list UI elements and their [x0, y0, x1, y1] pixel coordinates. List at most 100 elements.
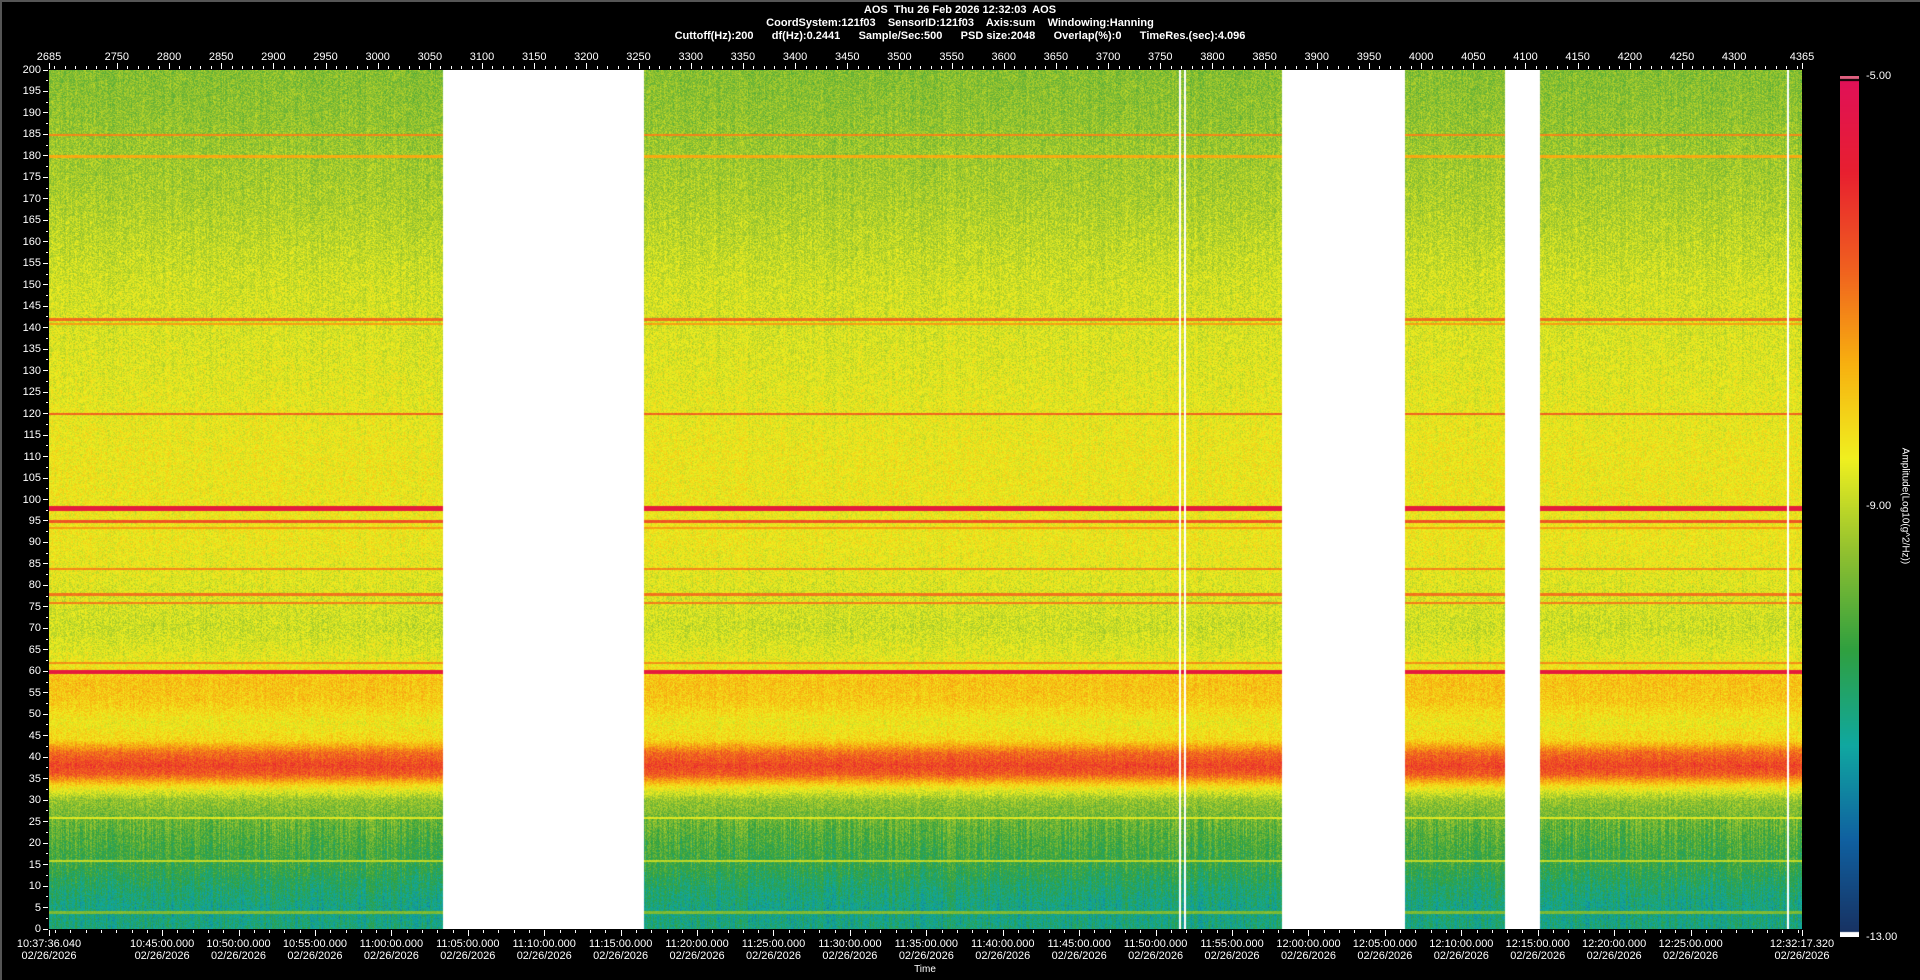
y-tick-label: 20: [28, 837, 41, 850]
top-minor-tick: [1337, 66, 1339, 69]
time-tick-label: 12:00:00.000: [1276, 938, 1341, 950]
y-minor-tick: [46, 423, 48, 425]
spectrogram-heatmap[interactable]: [49, 70, 1802, 929]
top-minor-tick: [868, 66, 870, 69]
y-tick: [43, 821, 48, 823]
top-minor-tick: [1410, 66, 1412, 69]
top-minor-tick: [1097, 66, 1099, 69]
time-tick: [1690, 930, 1692, 936]
y-minor-tick: [46, 874, 48, 876]
top-minor-tick: [179, 66, 181, 69]
time-tick: [926, 930, 928, 936]
top-minor-tick: [1692, 66, 1694, 69]
top-tick-label: 4150: [1565, 51, 1590, 63]
time-tick-date: 02/26/2026: [1433, 950, 1489, 962]
top-minor-tick: [1556, 66, 1558, 69]
top-minor-tick: [1087, 66, 1089, 69]
top-tick: [1734, 63, 1736, 69]
time-tick: [49, 930, 50, 936]
top-tick: [899, 63, 901, 69]
top-minor-tick: [680, 66, 682, 69]
top-minor-tick: [388, 66, 390, 69]
time-tick: [849, 930, 851, 936]
y-tick-label: 185: [22, 128, 41, 141]
top-minor-tick: [826, 66, 828, 69]
time-tick-label: 10:45:00.000: [129, 938, 195, 950]
top-minor-tick: [1170, 66, 1172, 69]
time-tick-label: 12:10:00.000: [1429, 938, 1494, 950]
time-minor-tick: [1094, 930, 1096, 933]
top-minor-tick: [815, 66, 817, 69]
top-tick: [1108, 63, 1110, 69]
time-minor-tick: [635, 930, 637, 933]
top-minor-tick: [596, 66, 598, 69]
time-minor-tick: [376, 930, 378, 933]
time-minor-tick: [987, 930, 989, 933]
top-tick: [429, 63, 431, 69]
top-minor-tick: [878, 66, 880, 69]
top-minor-tick: [408, 66, 410, 69]
y-tick: [43, 713, 48, 715]
top-minor-tick: [1233, 66, 1235, 69]
top-tick-label: 4250: [1669, 51, 1695, 63]
time-minor-tick: [1201, 930, 1203, 933]
time-tick-label: 12:15:00.000: [1505, 938, 1570, 950]
y-minor-tick: [46, 724, 48, 726]
spectrogram-plot[interactable]: [49, 70, 1802, 929]
top-minor-tick: [137, 66, 139, 69]
time-minor-tick: [819, 930, 821, 933]
top-minor-tick: [1035, 66, 1037, 69]
top-minor-tick: [283, 66, 285, 69]
time-tick-date: 02/26/2026: [1280, 950, 1336, 962]
top-minor-tick: [659, 66, 661, 69]
top-tick-label: 3500: [887, 51, 912, 63]
time-minor-tick: [1782, 930, 1784, 933]
time-tick: [162, 930, 164, 936]
top-minor-tick: [335, 66, 337, 69]
time-tick-date: 02/26/2026: [669, 950, 725, 962]
y-tick: [43, 885, 48, 887]
time-tick-date: 02/26/2026: [1510, 950, 1566, 962]
y-minor-tick: [46, 617, 48, 619]
top-tick: [1802, 63, 1803, 69]
top-minor-tick: [95, 66, 97, 69]
top-tick: [49, 63, 50, 69]
top-minor-tick: [1285, 66, 1287, 69]
y-tick: [43, 133, 48, 135]
y-tick: [43, 241, 48, 243]
time-minor-tick: [177, 930, 179, 933]
time-tick-date: 02/26/2026: [898, 950, 954, 962]
time-minor-tick: [956, 930, 958, 933]
time-tick-label: 10:37:36.040: [16, 938, 82, 950]
top-minor-tick: [1379, 66, 1381, 69]
y-minor-tick: [46, 917, 48, 919]
time-minor-tick: [742, 930, 744, 933]
top-minor-tick: [262, 66, 264, 69]
top-tick-label: 4365: [1789, 51, 1815, 63]
time-minor-tick: [559, 930, 561, 933]
y-tick: [43, 198, 48, 200]
top-minor-tick: [294, 66, 296, 69]
top-minor-tick: [544, 66, 546, 69]
y-tick-label: 50: [28, 708, 41, 721]
top-minor-tick: [1149, 66, 1151, 69]
top-tick: [482, 63, 484, 69]
time-tick-date: 02/26/2026: [1586, 950, 1642, 962]
time-tick-date: 02/26/2026: [822, 950, 878, 962]
top-minor-tick: [64, 66, 66, 69]
time-minor-tick: [1186, 930, 1188, 933]
time-tick-date: 02/26/2026: [1357, 950, 1413, 962]
top-minor-tick: [1546, 66, 1548, 69]
y-minor-tick: [46, 316, 48, 318]
time-tick-label: 12:05:00.000: [1352, 938, 1418, 950]
time-minor-tick: [483, 930, 485, 933]
time-minor-tick: [1553, 930, 1555, 933]
top-tick-label: 4050: [1461, 51, 1486, 63]
y-tick-label: 35: [28, 772, 41, 785]
time-minor-tick: [1063, 930, 1065, 933]
time-tick-date: 02/26/2026: [440, 950, 496, 962]
top-minor-tick: [784, 66, 786, 69]
y-tick-label: 150: [22, 278, 41, 291]
y-tick-label: 65: [28, 643, 41, 656]
